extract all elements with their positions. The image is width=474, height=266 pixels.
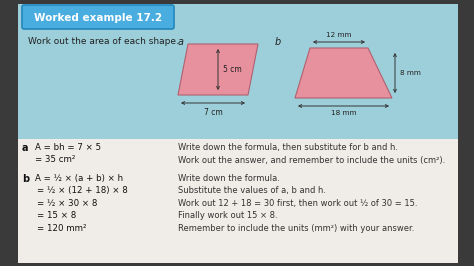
Text: Work out the answer, and remember to include the units (cm²).: Work out the answer, and remember to inc… <box>178 156 445 164</box>
Text: b: b <box>22 174 29 184</box>
Text: A = bh = 7 × 5: A = bh = 7 × 5 <box>35 143 101 152</box>
Text: Write down the formula, then substitute for b and h.: Write down the formula, then substitute … <box>178 143 398 152</box>
Polygon shape <box>295 48 392 98</box>
Text: Worked example 17.2: Worked example 17.2 <box>34 13 162 23</box>
Text: 8 mm: 8 mm <box>400 70 421 76</box>
Text: 7 cm: 7 cm <box>204 108 222 117</box>
Polygon shape <box>178 44 258 95</box>
Text: Write down the formula.: Write down the formula. <box>178 174 280 183</box>
Text: W: W <box>222 69 223 70</box>
Text: = 120 mm²: = 120 mm² <box>37 224 86 233</box>
Text: Work out 12 + 18 = 30 first, then work out ½ of 30 = 15.: Work out 12 + 18 = 30 first, then work o… <box>178 199 418 208</box>
Text: Substitute the values of a, b and h.: Substitute the values of a, b and h. <box>178 186 326 196</box>
Text: a: a <box>22 143 28 153</box>
Text: A = ½ × (a + b) × h: A = ½ × (a + b) × h <box>35 174 123 183</box>
Text: b: b <box>275 37 281 47</box>
Bar <box>18 4 458 139</box>
Text: Remember to include the units (mm²) with your answer.: Remember to include the units (mm²) with… <box>178 224 414 233</box>
Bar <box>18 139 458 263</box>
Text: = ½ × 30 × 8: = ½ × 30 × 8 <box>37 199 97 208</box>
Text: Work out the area of each shape.: Work out the area of each shape. <box>28 37 179 46</box>
Text: a: a <box>178 37 184 47</box>
FancyBboxPatch shape <box>22 5 174 29</box>
Text: 12 mm: 12 mm <box>326 32 352 38</box>
Text: 18 mm: 18 mm <box>331 110 356 116</box>
Text: = 35 cm²: = 35 cm² <box>35 156 75 164</box>
Text: Finally work out 15 × 8.: Finally work out 15 × 8. <box>178 211 278 221</box>
Text: 5 cm: 5 cm <box>223 65 242 74</box>
Text: = 15 × 8: = 15 × 8 <box>37 211 76 221</box>
Text: = ½ × (12 + 18) × 8: = ½ × (12 + 18) × 8 <box>37 186 128 196</box>
